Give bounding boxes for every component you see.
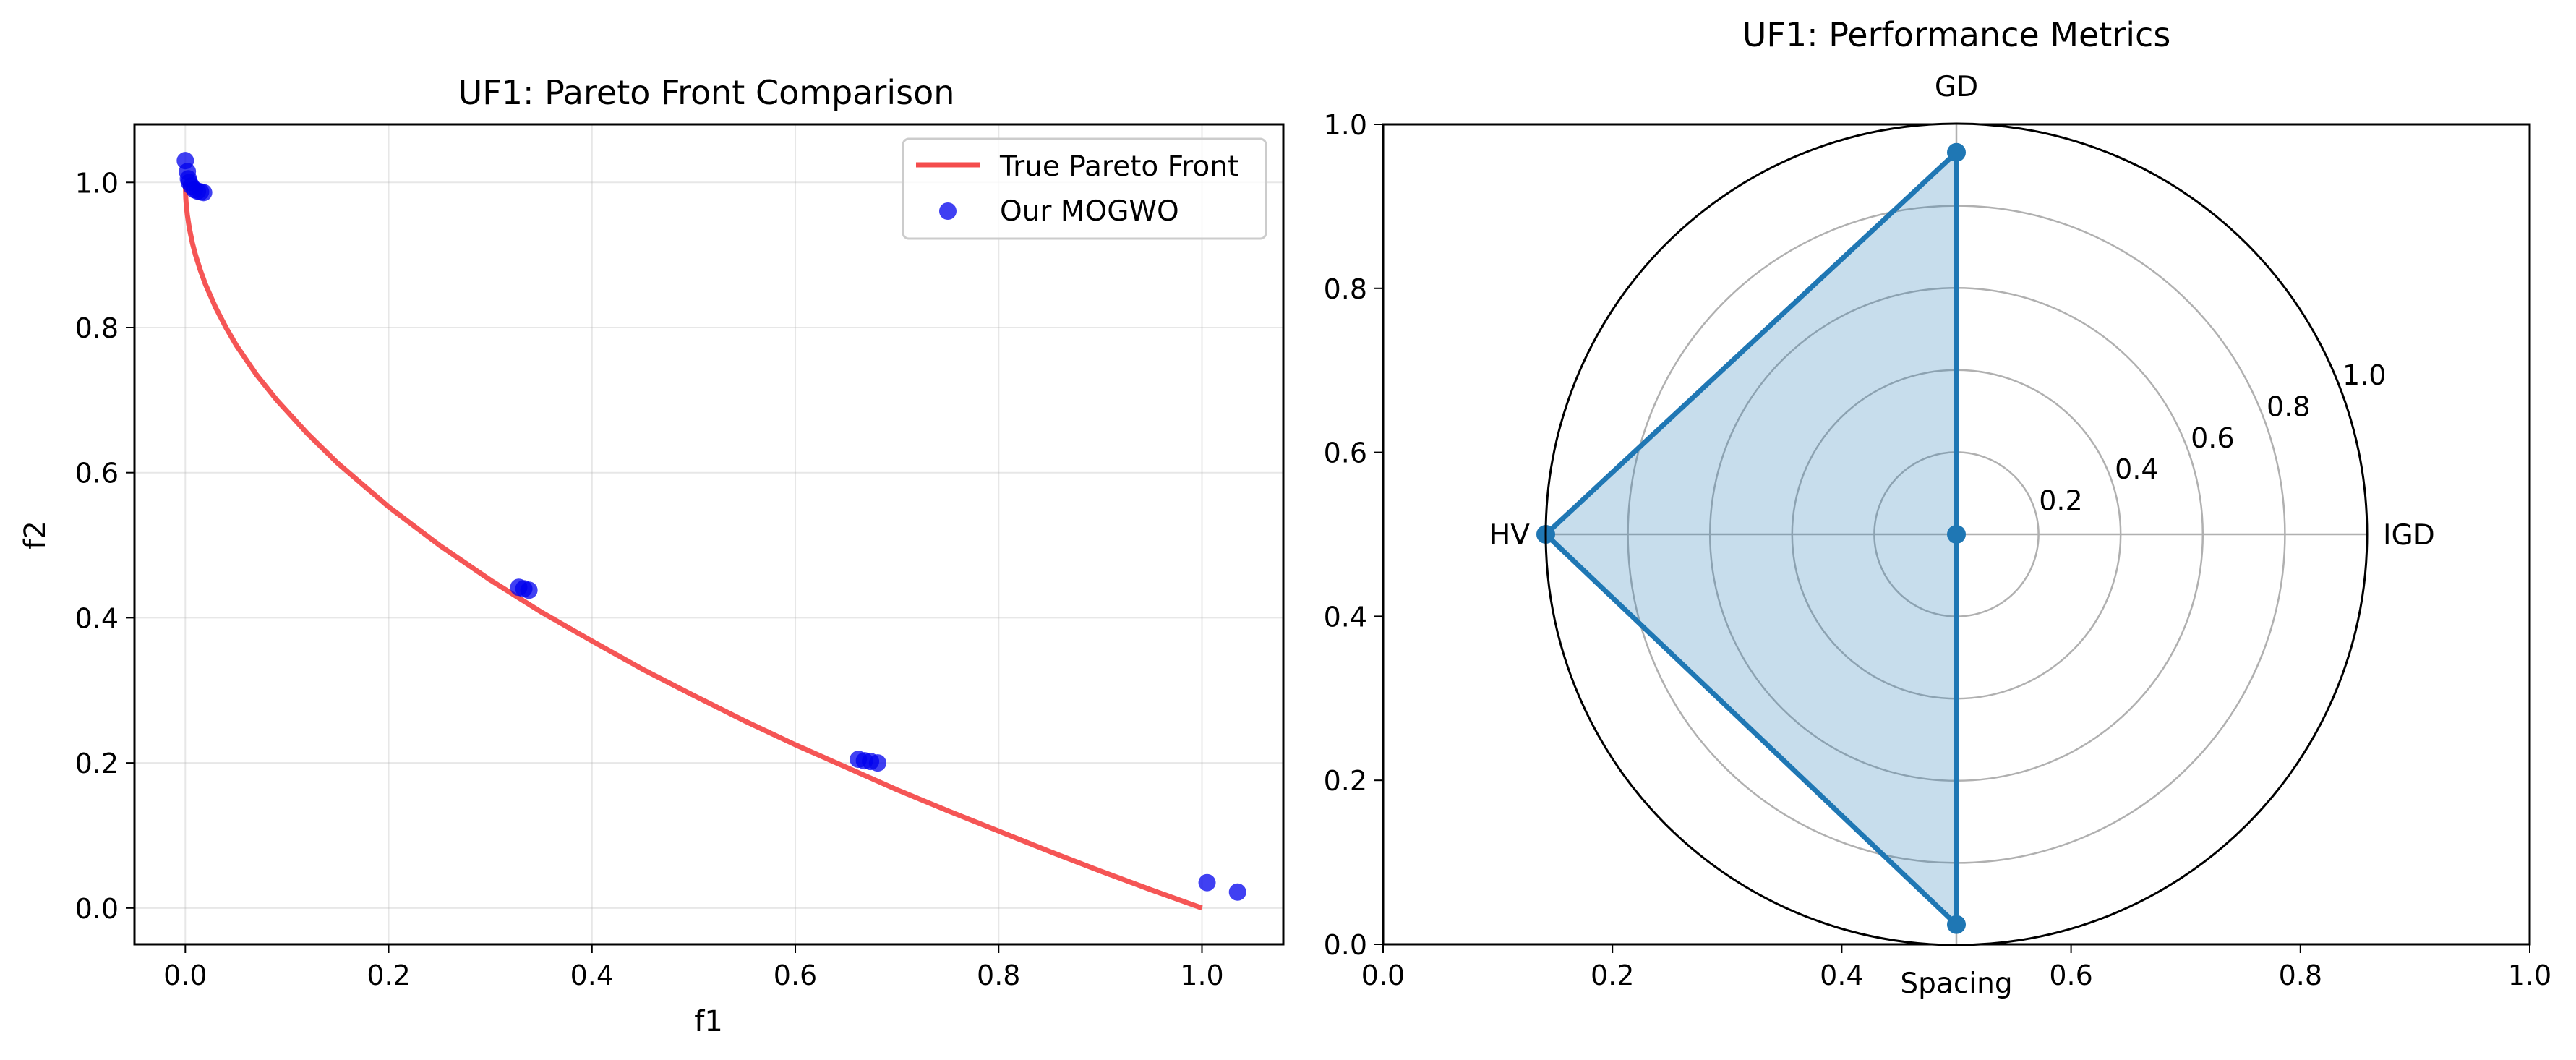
pareto-series xyxy=(176,152,1246,911)
radar-plot: 0.2 0.4 0.6 0.8 1.0 GD IGD Spacing HV xyxy=(1489,71,2435,1000)
performance-metrics-chart: UF1: Performance Metrics 0.0 0.2 0.4 0.6 0.8… xyxy=(1324,15,2552,1000)
pareto-y-tick-label: 0.8 xyxy=(75,312,119,344)
pareto-x-axis-label: f1 xyxy=(694,1005,723,1038)
pareto-grid xyxy=(134,124,1283,944)
pareto-x-tick-label: 0.4 xyxy=(570,959,614,991)
radar-outer-circle xyxy=(1544,122,2369,946)
radar-bg-x-tick-label: 0.6 xyxy=(2049,959,2092,991)
mogwo-point xyxy=(868,754,886,772)
radar-r-tick-label: 0.8 xyxy=(2267,390,2310,422)
mogwo-point xyxy=(1198,873,1216,892)
radar-bg-y-tick-label: 0.8 xyxy=(1324,273,1367,305)
radar-bg-x-tick-label: 0.4 xyxy=(1820,959,1863,991)
pareto-y-tick-label: 0.2 xyxy=(75,748,119,779)
radar-bg-y-tick-label: 1.0 xyxy=(1324,109,1367,141)
radar-axis-label-igd: IGD xyxy=(2383,519,2435,552)
pareto-y-tick-label: 0.6 xyxy=(75,458,119,490)
radar-bg-x-tick-label: 0.0 xyxy=(1361,959,1405,991)
pareto-x-tick-label: 0.8 xyxy=(977,959,1020,991)
mogwo-point xyxy=(194,184,213,202)
radar-bg-y-tick-label: 0.4 xyxy=(1324,601,1367,633)
radar-bg-y-tick-label: 0.2 xyxy=(1324,765,1367,797)
pareto-axes-frame xyxy=(133,123,1285,946)
pareto-front-chart: UF1: Pareto Front Comparison 0.0 0.2 0.4 0.… xyxy=(19,73,1285,1038)
legend-label-our-mogwo: Our MOGWO xyxy=(1000,195,1179,228)
radar-point xyxy=(1947,915,1966,934)
pareto-y-tick-label: 0.4 xyxy=(75,602,119,634)
legend-label-true-pareto-front: True Pareto Front xyxy=(999,150,1238,183)
radar-r-tick-label: 0.4 xyxy=(2115,453,2158,485)
pareto-x-tick-label: 0.0 xyxy=(163,959,207,991)
radar-r-tick-label: 1.0 xyxy=(2342,359,2386,391)
radar-bg-x-tick-label: 0.2 xyxy=(1591,959,1634,991)
pareto-ticks: 0.0 0.2 0.4 0.6 0.8 1.0 0.0 0.2 0.4 0.6 0.8 1.0 xyxy=(75,167,1224,991)
radar-bg-y-tick-label: 0.0 xyxy=(1324,929,1367,961)
radar-axis-label-gd: GD xyxy=(1935,71,1978,103)
legend-dot-swatch xyxy=(939,202,957,220)
pareto-y-tick-label: 0.0 xyxy=(75,893,119,925)
radar-chart-title: UF1: Performance Metrics xyxy=(1742,15,2171,54)
pareto-y-tick-label: 1.0 xyxy=(75,167,119,199)
pareto-legend: True Pareto Front Our MOGWO xyxy=(902,137,1267,240)
radar-r-tick-label: 0.6 xyxy=(2191,422,2234,454)
radar-point xyxy=(1947,525,1966,544)
radar-point xyxy=(1947,142,1966,162)
pareto-chart-title: UF1: Pareto Front Comparison xyxy=(458,73,955,112)
pareto-y-axis-label: f2 xyxy=(19,521,52,550)
pareto-x-tick-label: 0.6 xyxy=(774,959,817,991)
radar-fill xyxy=(1546,152,1956,925)
radar-r-tick-label: 0.2 xyxy=(2039,485,2082,517)
pareto-x-tick-label: 1.0 xyxy=(1180,959,1223,991)
radar-axis-label-hv: HV xyxy=(1489,519,1530,552)
radar-bg-y-tick-label: 0.6 xyxy=(1324,437,1367,469)
mogwo-point xyxy=(520,581,538,599)
radar-bg-x-tick-label: 0.8 xyxy=(2279,959,2322,991)
true-pareto-front-line xyxy=(182,182,1203,911)
mogwo-point xyxy=(1228,883,1246,901)
radar-background-ticks: 0.0 0.2 0.4 0.6 0.8 1.0 0.0 0.2 0.4 0.6 0.8 1.0 xyxy=(1324,109,2552,991)
radar-axis-label-spacing: Spacing xyxy=(1900,967,2012,1000)
radar-bg-x-tick-label: 1.0 xyxy=(2508,959,2551,991)
pareto-x-tick-label: 0.2 xyxy=(367,959,410,991)
legend-frame xyxy=(902,137,1267,240)
